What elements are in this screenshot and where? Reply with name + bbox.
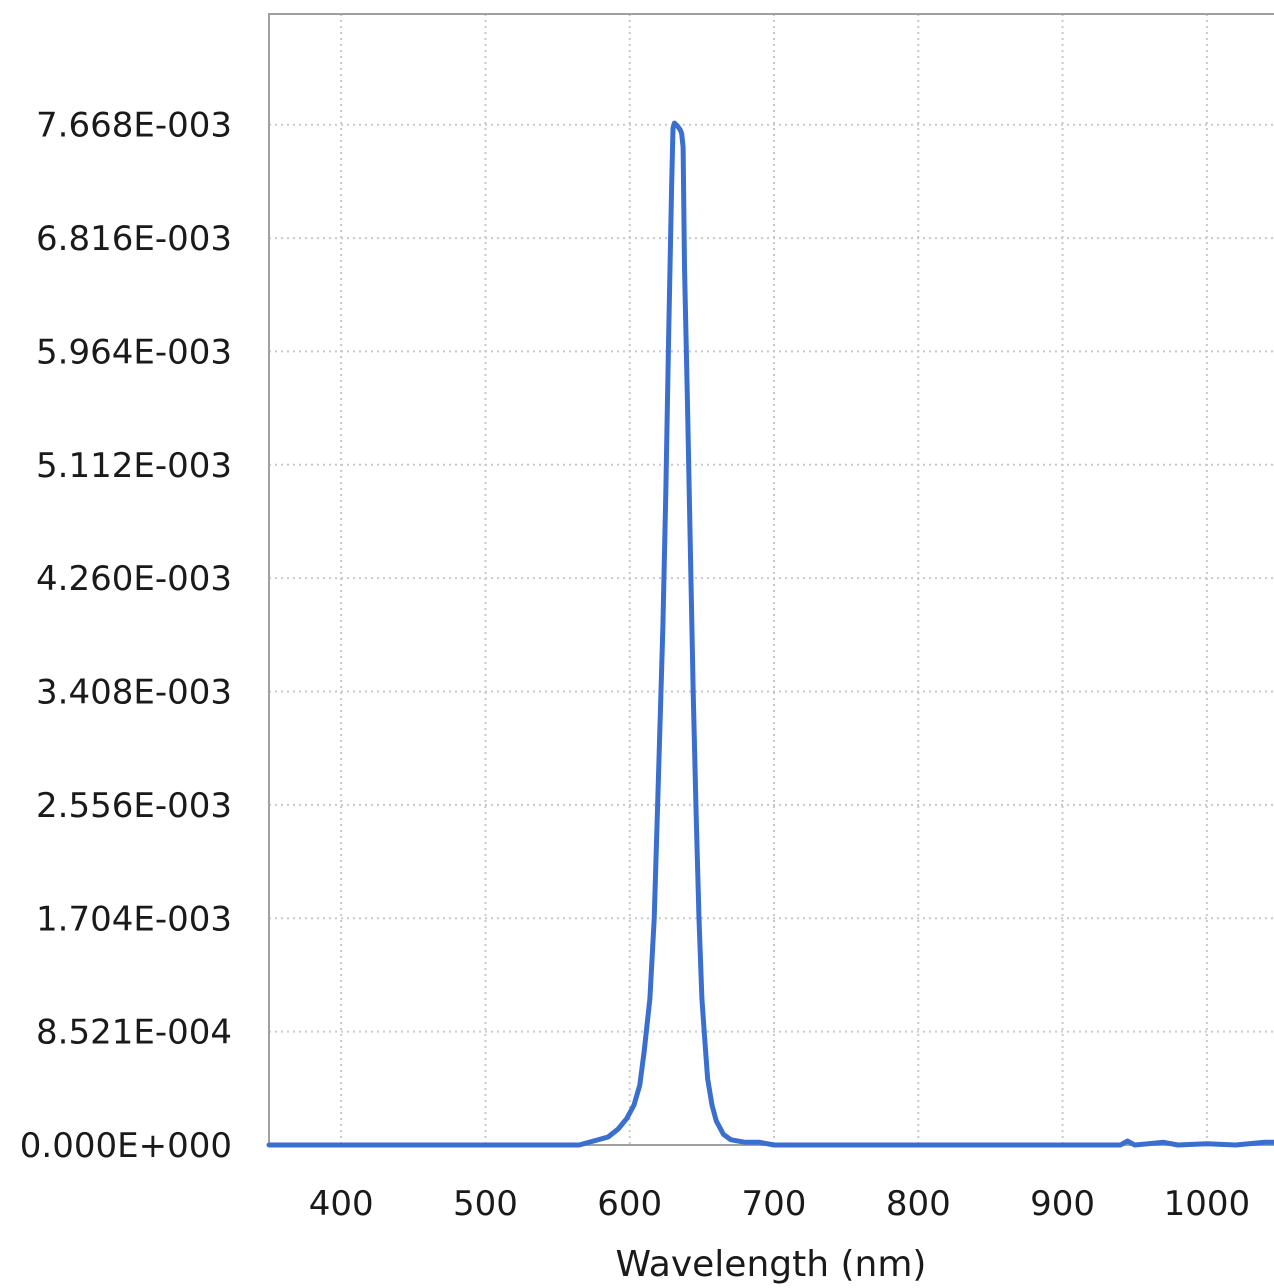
x-tick-label: 900 [1030,1184,1095,1224]
grid-lines [269,14,1274,1145]
x-tick-label: 800 [886,1184,951,1224]
series-layer [266,120,1274,1148]
y-tick-label: 5.964E-003 [36,332,232,372]
x-tick-label: 400 [309,1184,374,1224]
y-tick-label: 4.260E-003 [36,559,232,599]
series-line [266,120,1274,1148]
y-tick-label: 2.556E-003 [36,786,232,826]
x-tick-label: 500 [453,1184,518,1224]
y-tick-label: 3.408E-003 [36,673,232,713]
x-tick-label: 1000 [1164,1184,1251,1224]
y-tick-label: 7.668E-003 [36,106,232,146]
y-tick-label: 6.816E-003 [36,219,232,259]
tick-labels: 400 500 600 700 800 900 1000 0.000E+000 8.521E-0… [20,106,1250,1224]
plot-frame [268,13,1274,1146]
x-axis-title: Wavelength (nm) [616,1244,927,1285]
y-tick-label: 8.521E-004 [36,1013,232,1053]
y-tick-label: 1.704E-003 [36,899,232,939]
y-tick-label: 0.000E+000 [20,1126,232,1166]
y-tick-label: 5.112E-003 [36,446,232,486]
x-tick-label: 600 [597,1184,662,1224]
x-tick-label: 700 [742,1184,807,1224]
